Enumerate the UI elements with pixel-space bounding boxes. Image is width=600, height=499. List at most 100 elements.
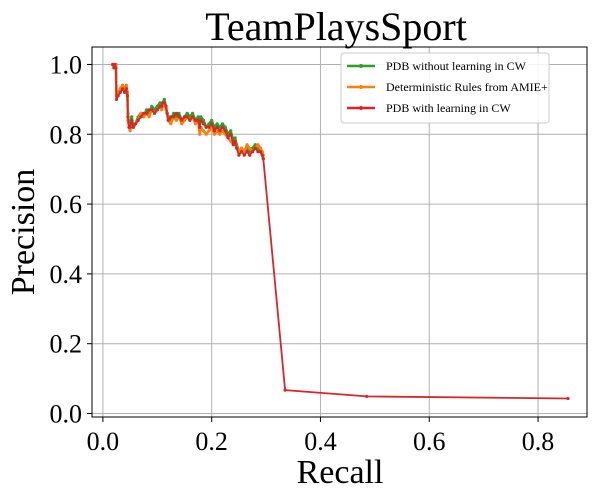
series-3 [111, 62, 570, 401]
data-point [185, 115, 189, 119]
data-point [124, 83, 128, 87]
data-point [142, 111, 146, 115]
legend-marker [359, 85, 363, 89]
data-point [223, 129, 227, 133]
data-point [201, 122, 206, 126]
data-point [233, 136, 237, 140]
data-point [212, 132, 216, 136]
data-point [204, 125, 208, 129]
data-point [177, 115, 181, 119]
data-point [245, 143, 249, 147]
data-point [164, 104, 168, 108]
data-point [124, 87, 128, 91]
series-layer [111, 62, 570, 401]
data-point [231, 143, 235, 147]
data-point [253, 146, 257, 150]
data-point [147, 115, 151, 119]
data-point [215, 122, 219, 126]
data-point [235, 146, 239, 150]
series-line [112, 63, 265, 160]
data-point [248, 153, 252, 157]
data-point [136, 118, 140, 122]
data-point [191, 115, 195, 119]
data-point [147, 108, 151, 112]
legend: PDB without learning in CW Deterministic … [340, 52, 550, 124]
data-point [215, 125, 219, 129]
data-point [233, 139, 237, 143]
data-point [182, 118, 187, 122]
data-point [242, 150, 246, 154]
data-point [212, 129, 216, 133]
x-axis-ticks: 0.0 0.2 0.4 0.6 0.8 [87, 417, 555, 456]
data-point [199, 118, 203, 122]
data-point [207, 122, 211, 126]
data-point [242, 153, 246, 157]
data-point [248, 146, 252, 150]
legend-label: Deterministic Rules from AMIE+ [386, 80, 548, 94]
data-point [126, 115, 130, 119]
data-point [174, 118, 178, 122]
data-point [215, 129, 219, 133]
y-axis-label: Precision [5, 169, 42, 296]
data-point [153, 111, 157, 115]
data-point [166, 118, 170, 122]
data-point [188, 118, 192, 122]
data-point [198, 132, 202, 136]
data-point [240, 146, 244, 150]
data-point [169, 115, 173, 119]
series-line [112, 63, 265, 156]
data-point [125, 94, 129, 98]
data-point [365, 394, 369, 398]
data-point [123, 90, 127, 94]
data-point [150, 108, 154, 112]
x-tick-label: 0.8 [522, 427, 555, 456]
data-point [133, 122, 138, 126]
series-1 [111, 62, 265, 161]
data-point [218, 132, 222, 136]
x-tick-label: 0.2 [195, 427, 228, 456]
data-point [245, 150, 249, 154]
data-point [162, 101, 166, 105]
data-point [180, 122, 184, 126]
data-point [223, 125, 227, 129]
data-point [250, 150, 255, 154]
data-point [191, 111, 195, 115]
data-point [259, 146, 263, 150]
data-point [196, 118, 200, 122]
data-point [193, 118, 197, 122]
data-point [259, 150, 263, 154]
data-point [144, 111, 148, 115]
data-point [201, 129, 206, 133]
x-tick-label: 0.4 [304, 427, 337, 456]
data-point [120, 83, 125, 87]
y-tick-label: 0.4 [50, 260, 83, 289]
data-point [139, 111, 143, 115]
data-point [220, 129, 225, 133]
data-point [256, 150, 260, 154]
data-point [229, 129, 233, 133]
data-point [218, 125, 222, 129]
y-tick-label: 0.6 [50, 190, 83, 219]
data-point [130, 118, 134, 122]
data-point [229, 132, 233, 136]
data-point [237, 153, 241, 157]
data-point [198, 125, 202, 129]
y-tick-label: 0.8 [50, 120, 83, 149]
y-tick-label: 1.0 [50, 50, 83, 79]
data-point [196, 115, 200, 119]
data-point [185, 111, 189, 115]
data-point [128, 129, 132, 133]
data-point [116, 94, 120, 98]
data-point [142, 115, 146, 119]
data-point [220, 125, 225, 129]
data-point [158, 101, 162, 105]
data-point [220, 122, 225, 126]
data-point [114, 66, 118, 70]
x-tick-label: 0.6 [413, 427, 446, 456]
data-point [199, 115, 203, 119]
legend-label: PDB with learning in CW [386, 101, 511, 115]
data-point [226, 136, 230, 140]
legend-box [340, 52, 550, 124]
data-point [118, 90, 122, 94]
